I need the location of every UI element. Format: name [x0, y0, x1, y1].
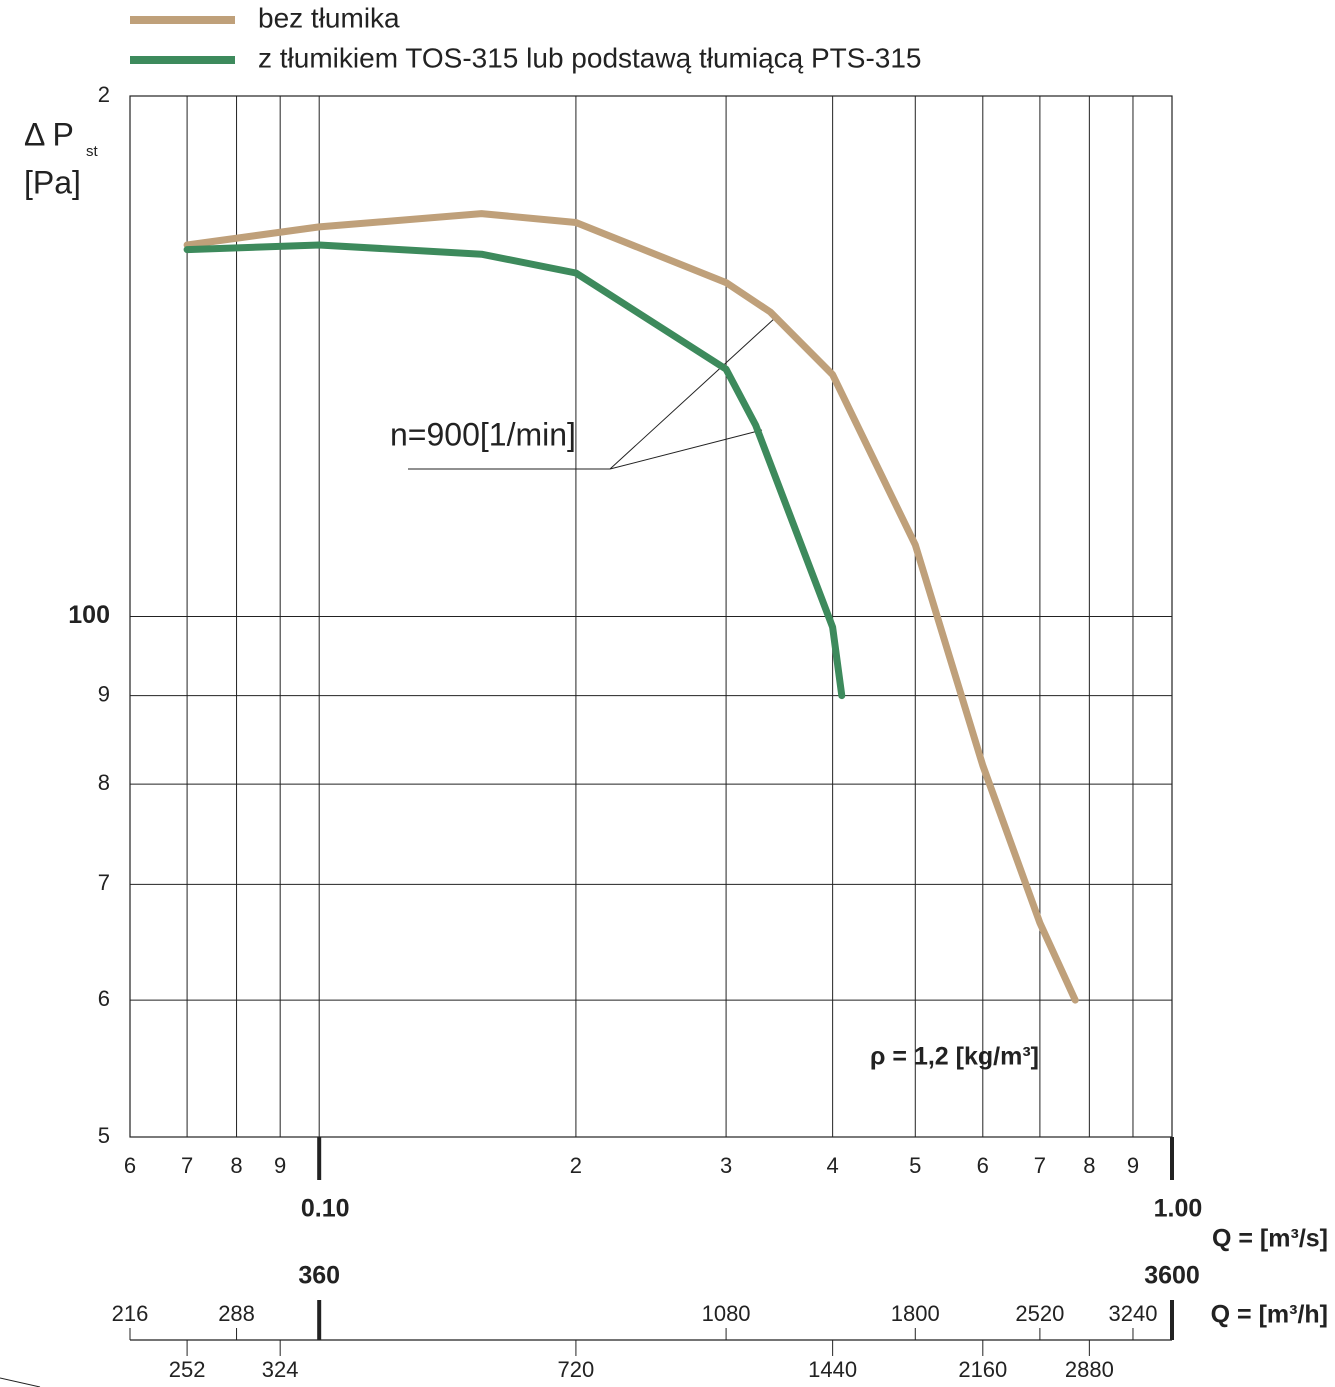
- x2-tick-label: 2520: [1015, 1301, 1064, 1326]
- x2-tick-label: 720: [558, 1357, 595, 1382]
- y-label-sub: st: [86, 143, 99, 160]
- x2-tick-label: 2160: [958, 1357, 1007, 1382]
- y-label: Δ P: [24, 116, 74, 152]
- series-line: [183, 241, 846, 700]
- y-tick-label: 5: [98, 1123, 110, 1148]
- x2-tick-label: 216: [112, 1301, 149, 1326]
- legend-label: bez tłumika: [258, 2, 400, 33]
- y-tick-label: 2: [98, 82, 110, 107]
- x2-tick-label: 3600: [1144, 1262, 1200, 1290]
- y-tick-label: 100: [68, 601, 110, 629]
- x-tick-label: 9: [274, 1153, 286, 1178]
- y-unit: [Pa]: [24, 164, 81, 200]
- x2-tick-label: 288: [218, 1301, 255, 1326]
- x2-tick-label: 3240: [1109, 1301, 1158, 1326]
- y-tick-label: 9: [98, 681, 110, 706]
- annotation: ρ = 1,2 [kg/m³]: [870, 1043, 1039, 1071]
- y-tick-label: 6: [98, 986, 110, 1011]
- decoration: [0, 1377, 41, 1387]
- x-tick-label: 0.10: [301, 1195, 350, 1223]
- x-tick-label: 7: [181, 1153, 193, 1178]
- series-line: [183, 210, 1079, 1004]
- x2-tick-label: 1800: [891, 1301, 940, 1326]
- x2-tick-label: 252: [169, 1357, 206, 1382]
- annotation: n=900[1/min]: [390, 416, 576, 452]
- x-tick-label: 6: [977, 1153, 989, 1178]
- y-tick-label: 8: [98, 770, 110, 795]
- x-tick-label: 1.00: [1154, 1195, 1203, 1223]
- x-tick-label: 7: [1034, 1153, 1046, 1178]
- x-tick-label: 3: [720, 1153, 732, 1178]
- legend-label: z tłumikiem TOS-315 lub podstawą tłumiąc…: [258, 42, 921, 73]
- x-tick-label: 5: [909, 1153, 921, 1178]
- x-tick-label: 9: [1127, 1153, 1139, 1178]
- x-tick-label: 4: [827, 1153, 839, 1178]
- x2-tick-label: 360: [298, 1262, 340, 1290]
- x-tick-label: 2: [570, 1153, 582, 1178]
- x-tick-label: 8: [1083, 1153, 1095, 1178]
- x-tick-label: 6: [124, 1153, 136, 1178]
- x-tick-label: 8: [230, 1153, 242, 1178]
- x-label: Q = [m³/s]: [1212, 1225, 1328, 1253]
- x2-tick-label: 1080: [702, 1301, 751, 1326]
- x2-tick-label: 1440: [808, 1357, 857, 1382]
- y-tick-label: 7: [98, 870, 110, 895]
- x2-label: Q = [m³/h]: [1211, 1301, 1328, 1329]
- x2-tick-label: 2880: [1065, 1357, 1114, 1382]
- x2-tick-label: 324: [262, 1357, 299, 1382]
